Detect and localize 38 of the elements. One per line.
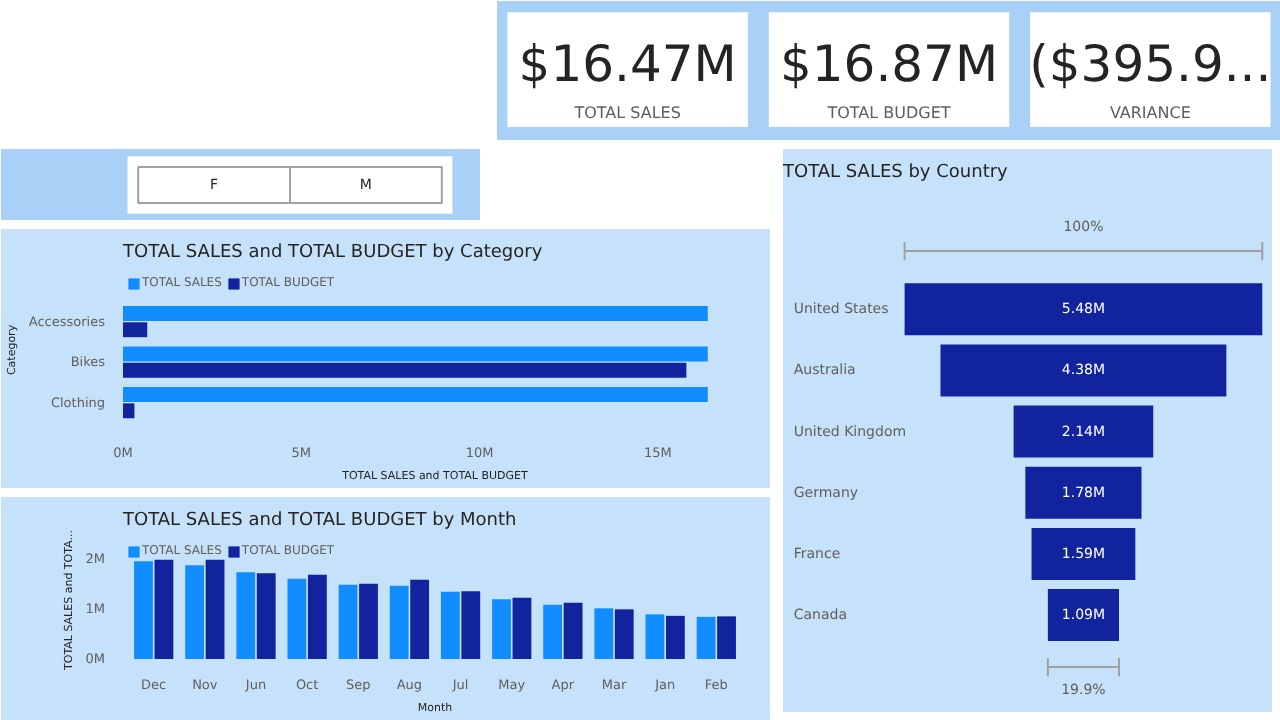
bar xyxy=(287,578,307,659)
bar xyxy=(123,387,708,403)
bar xyxy=(410,579,430,659)
bar xyxy=(154,559,174,659)
bar xyxy=(123,306,708,321)
text: $16.87M xyxy=(779,35,999,93)
bar xyxy=(338,584,358,659)
bar xyxy=(614,609,634,659)
text: VARIANCE xyxy=(1109,104,1191,122)
bar xyxy=(492,599,511,659)
bar xyxy=(359,583,378,659)
text: $16.47M xyxy=(518,35,737,93)
bar xyxy=(696,616,716,659)
bar xyxy=(389,585,409,659)
text: TOTAL SALES xyxy=(572,104,681,122)
text: TOTAL BUDGET xyxy=(825,104,951,122)
bar xyxy=(123,362,687,378)
bar xyxy=(512,597,532,659)
bar xyxy=(645,614,665,659)
bar xyxy=(563,602,583,659)
bar xyxy=(123,403,135,419)
bar xyxy=(665,615,685,659)
bar xyxy=(440,591,460,659)
bar xyxy=(307,574,327,659)
bar xyxy=(205,559,225,659)
bar xyxy=(594,608,614,659)
bar xyxy=(236,572,256,659)
chart-title: TOTAL SALES and TOTAL BUDGET by Month xyxy=(121,511,517,531)
bar xyxy=(543,604,563,659)
bar xyxy=(185,565,205,659)
chart-title: TOTAL SALES and TOTAL BUDGET by Category xyxy=(121,243,544,263)
bar xyxy=(461,591,481,659)
text: ($395.9... xyxy=(1029,35,1272,93)
bar xyxy=(717,616,736,659)
bar xyxy=(123,322,148,338)
bar xyxy=(123,346,708,362)
text: TOTAL SALES by Country xyxy=(781,163,1010,183)
bar xyxy=(256,573,276,659)
